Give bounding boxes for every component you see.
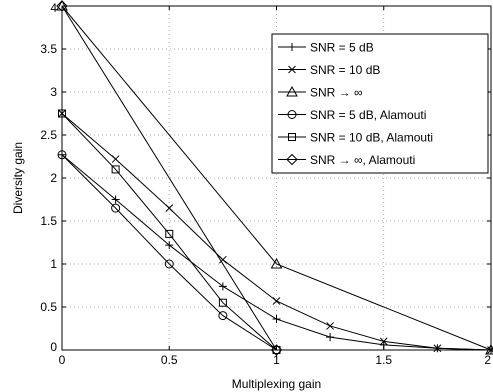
data-point-x (379, 337, 388, 346)
data-point-x (433, 344, 442, 353)
data-point-square (58, 109, 66, 118)
x-tick-label: 1 (273, 353, 280, 367)
data-point-x (111, 155, 120, 163)
y-tick-label: 1.5 (40, 214, 57, 228)
data-point-square (111, 165, 120, 174)
x-tick-label: 1.5 (375, 353, 392, 367)
data-point-plus (326, 333, 335, 342)
series-layer (56, 0, 493, 356)
y-tick-label: 0.5 (40, 300, 57, 314)
legend-label: SNR = 5 dB, Alamouti (310, 108, 426, 122)
y-tick-label: 1 (50, 257, 57, 271)
y-tick-label: 3 (50, 85, 57, 99)
y-axis-label: Diversity gain (11, 142, 25, 214)
data-point-circle (164, 259, 174, 269)
legend-entry: SNR → ∞, Alamouti (278, 153, 415, 167)
data-point-plus (272, 315, 281, 324)
x-tick-label: 2 (484, 353, 491, 367)
legend-label: SNR → ∞, Alamouti (310, 153, 415, 167)
data-point-x (272, 297, 281, 305)
data-point-plus (111, 195, 120, 204)
axis-ticks: 0 0.5 1 1.5 2 0 0.5 1 1.5 2 2.5 3 3.5 4 (40, 1, 492, 367)
series-line (61, 5, 492, 351)
data-point-circle (218, 311, 228, 321)
data-point-circle (111, 203, 121, 213)
series-line (61, 5, 277, 351)
data-point-triangle (270, 257, 283, 269)
y-tick-label: 4 (50, 1, 57, 15)
data-point-circle (57, 150, 67, 160)
data-point-x (326, 322, 334, 330)
data-point-square (218, 298, 227, 307)
data-point-x (219, 255, 227, 264)
data-point-plus (165, 241, 174, 250)
series-3 (56, 0, 493, 355)
series-line (61, 113, 277, 351)
legend-entry: SNR = 10 dB (278, 63, 380, 77)
data-point-x (165, 204, 174, 212)
data-point-diamond (270, 344, 283, 356)
legend: SNR = 5 dB SNR = 10 dB SNR → ∞ SNR = 5 dB, … (271, 33, 489, 174)
legend-marker-square (288, 133, 296, 141)
legend-entry: SNR = 10 dB, Alamouti (278, 131, 433, 145)
data-point-triangle (56, 0, 68, 11)
legend-box (271, 33, 489, 174)
y-tick-label: 0 (50, 340, 57, 354)
series-1 (58, 150, 493, 354)
data-point-plus (379, 340, 388, 349)
legend-entry: SNR → ∞ (278, 86, 363, 100)
y-tick-label: 2 (50, 171, 57, 185)
legend-marker-diamond (286, 153, 298, 166)
series-5 (58, 109, 281, 354)
legend-entry: SNR = 5 dB (278, 41, 374, 55)
legend-entry: SNR = 5 dB, Alamouti (278, 108, 426, 122)
x-tick-label: 0 (59, 353, 66, 367)
legend-label: SNR = 10 dB, Alamouti (310, 131, 433, 145)
legend-label: SNR = 5 dB (310, 41, 374, 55)
x-tick-label: 0.5 (161, 353, 178, 367)
legend-marker-x (288, 65, 296, 74)
series-6 (56, 0, 283, 356)
data-point-triangle (485, 343, 493, 355)
data-point-diamond (56, 0, 68, 12)
legend-label: SNR = 10 dB (310, 63, 380, 77)
legend-marker-circle (287, 110, 297, 119)
y-tick-label: 3.5 (40, 42, 57, 56)
y-tick-label: 2.5 (40, 128, 57, 142)
legend-marker-triangle (286, 85, 298, 97)
data-point-square (165, 229, 174, 238)
data-point-square (272, 346, 281, 354)
series-line (61, 154, 277, 351)
data-point-plus (218, 282, 227, 291)
x-axis-label: Multiplexing gain (232, 377, 321, 391)
legend-marker-plus (288, 43, 296, 51)
legend-label: SNR → ∞ (310, 86, 363, 100)
